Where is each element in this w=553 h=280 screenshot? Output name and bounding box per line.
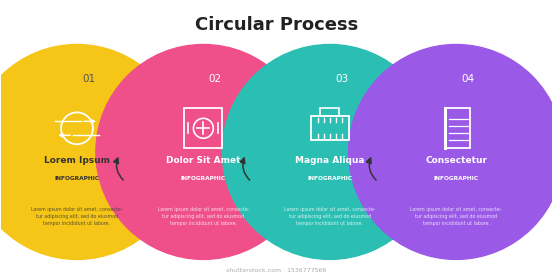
Bar [185, 108, 222, 148]
Bar [320, 108, 339, 116]
Text: Lorem ipsum dolor sit amet, consecte-
tur adipiscing elit, sed do eiusmod
tempor: Lorem ipsum dolor sit amet, consecte- tu… [31, 207, 123, 226]
Text: INFOGRAPHIC: INFOGRAPHIC [307, 176, 352, 181]
Circle shape [222, 45, 437, 259]
Text: Lorem ipsum dolor sit amet, consecte-
tur adipiscing elit, sed do eiusmod
tempor: Lorem ipsum dolor sit amet, consecte- tu… [410, 207, 502, 226]
Text: INFOGRAPHIC: INFOGRAPHIC [181, 176, 226, 181]
Text: INFOGRAPHIC: INFOGRAPHIC [54, 176, 100, 181]
Bar [445, 108, 470, 148]
Text: shutterstock.com · 1536777566: shutterstock.com · 1536777566 [226, 268, 327, 273]
Text: Lorem ipsum dolor sit amet, consecte-
tur adipiscing elit, sed do eiusmod
tempor: Lorem ipsum dolor sit amet, consecte- tu… [284, 207, 375, 226]
Text: Dolor Sit Amet: Dolor Sit Amet [166, 156, 241, 165]
Text: 04: 04 [462, 74, 474, 84]
Text: Circular Process: Circular Process [195, 16, 358, 34]
Circle shape [0, 45, 185, 259]
Text: 02: 02 [208, 74, 222, 84]
Text: Lorem ipsum dolor sit amet, consecte-
tur adipiscing elit, sed do eiusmod
tempor: Lorem ipsum dolor sit amet, consecte- tu… [158, 207, 249, 226]
Text: Lorem Ipsum: Lorem Ipsum [44, 156, 110, 165]
Circle shape [96, 45, 311, 259]
Text: INFOGRAPHIC: INFOGRAPHIC [434, 176, 479, 181]
Text: 01: 01 [82, 74, 96, 84]
Text: 03: 03 [335, 74, 348, 84]
Circle shape [348, 45, 553, 259]
Text: Magna Aliqua: Magna Aliqua [295, 156, 364, 165]
Text: Consectetur: Consectetur [425, 156, 487, 165]
Bar [311, 116, 348, 140]
